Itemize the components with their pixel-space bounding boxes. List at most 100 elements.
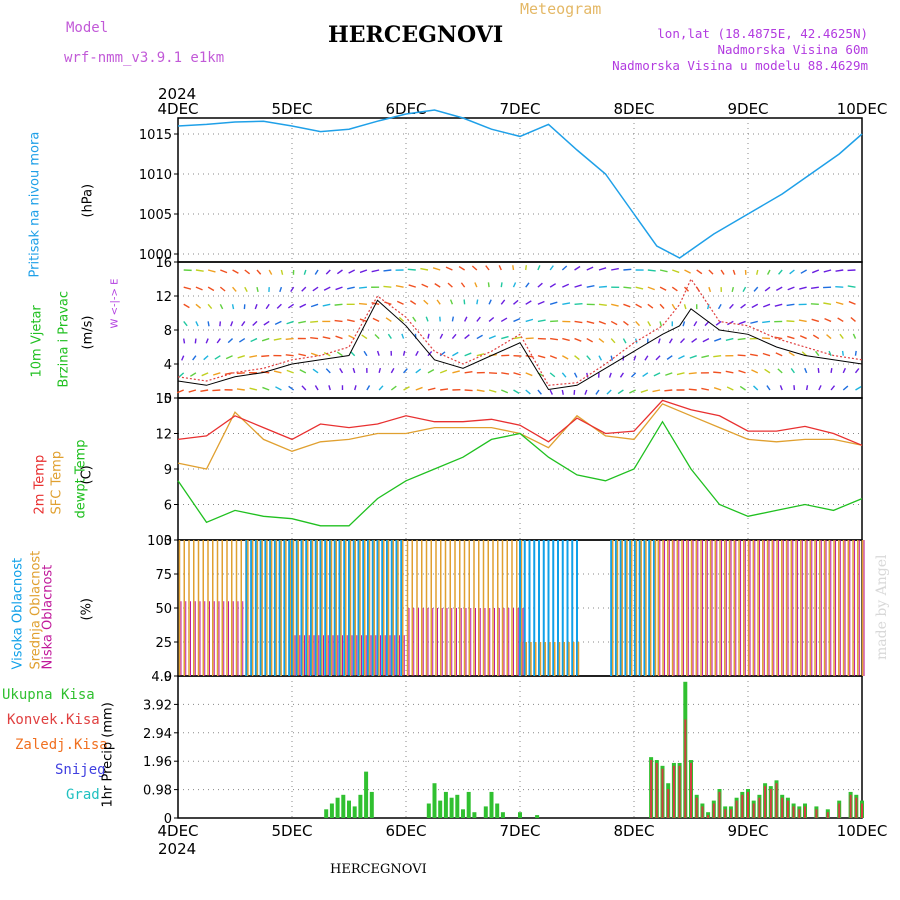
wind-arrow (799, 286, 807, 290)
wind-arrow (610, 320, 618, 326)
wind-arrow (738, 369, 746, 374)
wind-arrow (842, 367, 847, 374)
wind-arrow (224, 372, 233, 375)
wind-arrow (361, 334, 368, 340)
wind-arrow (688, 372, 697, 375)
page-title: HERCEGNOVI (328, 22, 504, 48)
wind-arrow (276, 303, 282, 309)
wind-arrow (500, 389, 509, 394)
lonlat-label: lon,lat (18.4875E, 42.4625N) (657, 26, 868, 41)
wind-arrow (231, 304, 235, 310)
wind-arrow (464, 371, 473, 374)
wind-arrow (312, 286, 319, 292)
wind-arrow (372, 317, 380, 323)
wind-arrow (855, 385, 862, 391)
wind-speed-line (177, 299, 863, 391)
wind-arrow (183, 320, 188, 327)
y-tick-label: 3.92 (143, 698, 172, 713)
wind-arrow (689, 355, 697, 359)
wind-arrow (611, 267, 619, 271)
y-tick-label: 1010 (139, 168, 172, 183)
wind-arrow (647, 303, 654, 309)
wind-arrow (352, 367, 356, 374)
wind-arrow (488, 299, 492, 305)
wind-arrow (549, 265, 554, 271)
wind-arrow (537, 300, 545, 305)
footer-station: HERCEGNOVI (330, 862, 427, 877)
wind-arrow (449, 299, 454, 305)
wind-arrow (811, 318, 820, 323)
wind-arrow (336, 269, 343, 275)
total-precip-bar (438, 800, 443, 818)
y-tick-label: 0 (164, 812, 172, 827)
wind-arrow (623, 286, 632, 289)
wind-arrow (586, 372, 589, 378)
wind-arrow (574, 284, 582, 288)
wind-arrow (762, 303, 771, 308)
wind-arrow (396, 300, 404, 305)
wind-arrow (635, 303, 642, 309)
wind-arrow (298, 320, 306, 324)
wind-arrow (183, 286, 192, 290)
convective-precip-bar (661, 768, 664, 818)
wind-arrow (241, 321, 246, 327)
wind-arrow (285, 354, 294, 357)
wind-arrow (207, 303, 213, 310)
wind-arrow (779, 385, 783, 391)
wind-arrow (254, 304, 258, 310)
total-precip-bar (466, 791, 471, 818)
convective-precip-bar (804, 806, 806, 818)
wind-arrow (252, 320, 258, 326)
wind-arrow (183, 303, 190, 309)
wind-arrow (410, 300, 417, 305)
wind-arrow (812, 334, 820, 340)
wind-arrow (713, 371, 722, 374)
wind-arrow (205, 338, 209, 344)
wind-arrow (427, 387, 436, 391)
convective-precip-bar (758, 797, 761, 818)
wind-arrow (726, 386, 734, 391)
wind-arrow (586, 320, 595, 324)
wind-arrow (216, 338, 221, 344)
wind-arrow (378, 367, 382, 374)
wind-arrow (188, 389, 197, 393)
day-label-top: 5DEC (271, 100, 312, 118)
wind-arrow (236, 388, 245, 391)
wind-arrow (207, 269, 216, 273)
wind-arrow (348, 269, 356, 274)
wind-arrow (195, 303, 202, 309)
convective-precip-bar (701, 806, 704, 818)
wind-arrow (810, 286, 819, 290)
wind-arrow (652, 389, 661, 393)
y-tick-label: 4.9 (151, 670, 172, 685)
wind-arrow (725, 337, 734, 342)
wind-arrow (200, 389, 209, 393)
wind-arrow (314, 269, 319, 275)
wind-arrow (642, 372, 649, 378)
convective-precip-bar (764, 786, 767, 818)
wind-arrow (611, 303, 619, 307)
wind-arrow (774, 336, 783, 340)
wind-arrow (225, 355, 233, 360)
wind-arrow (323, 351, 331, 357)
wind-arrow (850, 316, 856, 322)
wind-arrow (500, 317, 508, 323)
total-precip-bar (443, 791, 448, 818)
wind-arrow (262, 386, 270, 391)
wind-arrow (847, 285, 856, 288)
wind-arrow (403, 386, 410, 391)
wind-arrow (512, 265, 515, 271)
wind-arrow (671, 303, 676, 310)
total-precip-bar (455, 794, 460, 818)
wind-gust-line (177, 277, 863, 386)
wind-arrow (786, 303, 795, 307)
wind-arrow (178, 372, 185, 378)
wind-arrow (525, 318, 534, 323)
wind-arrow (359, 318, 368, 323)
wind-arrow (513, 372, 521, 376)
wind-arrow (335, 335, 343, 340)
total-precip-bar (335, 797, 340, 818)
wind-arrow (452, 351, 459, 357)
wind-arrow (322, 303, 331, 307)
day-label-bottom: 7DEC (499, 822, 540, 840)
